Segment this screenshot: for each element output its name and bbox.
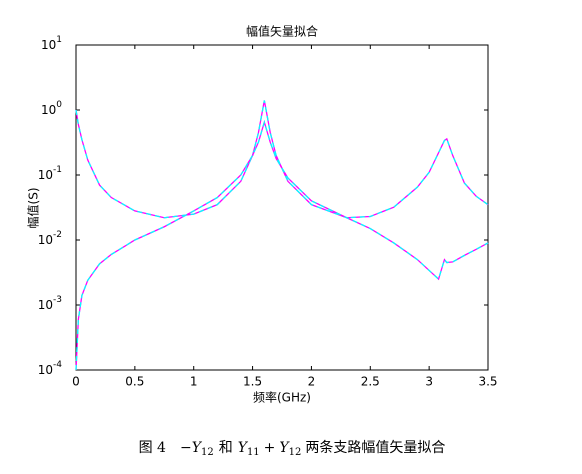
x-tick-label: 1.5: [243, 375, 262, 389]
tick-base: 10: [38, 298, 53, 312]
fit-line: [75, 100, 489, 219]
y-tick-label: 10-3: [38, 295, 62, 312]
tick-base: 10: [41, 103, 56, 117]
x-tick-label: 3: [425, 375, 433, 389]
caption-part: 12: [289, 447, 302, 458]
y-tick-label: 10-2: [38, 230, 62, 247]
tick-exponent: -4: [53, 360, 62, 370]
tick-base: 10: [38, 233, 53, 247]
chart-title: 幅值矢量拟合: [246, 24, 318, 39]
fit-line: [75, 119, 489, 371]
tick-exponent: 1: [56, 35, 62, 45]
y-tick-label: 10-4: [38, 360, 63, 377]
x-tick-label: 0.5: [125, 375, 144, 389]
caption-part: 11: [247, 447, 260, 458]
caption-part: −Y: [180, 440, 203, 456]
tick-exponent: -3: [53, 295, 62, 305]
caption-part: 两条支路幅值矢量拟合: [305, 439, 445, 456]
x-tick-label: 3.5: [478, 375, 497, 389]
tick-exponent: -1: [53, 165, 62, 175]
tick-exponent: -2: [53, 230, 62, 240]
caption-part: Y: [238, 440, 249, 456]
y-tick-label: 100: [41, 100, 62, 117]
caption-part: Y: [279, 440, 290, 456]
caption-part: 图 4: [139, 440, 166, 456]
data-line: [75, 119, 489, 371]
tick-base: 10: [38, 168, 53, 182]
y-axis-label: 幅值(S): [26, 188, 41, 229]
x-axis-label: 频率(GHz): [253, 390, 311, 405]
caption-part: 和: [219, 440, 233, 456]
tick-base: 10: [38, 363, 53, 377]
x-tick-label: 1: [190, 375, 198, 389]
caption-part: 12: [201, 447, 214, 458]
tick-base: 10: [41, 38, 56, 52]
x-tick-label: 2.5: [361, 375, 380, 389]
x-tick-label: 0: [72, 375, 80, 389]
tick-exponent: 0: [56, 100, 62, 110]
figure-caption: 图 4 −Y12 和 Y11 + Y12 两条支路幅值矢量拟合: [139, 439, 446, 458]
caption-part: +: [264, 440, 276, 456]
plot-frame: [75, 44, 489, 371]
y-tick-label: 10-1: [38, 165, 62, 182]
x-tick-label: 2: [308, 375, 316, 389]
y-tick-label: 101: [41, 35, 62, 52]
data-line: [75, 100, 489, 219]
